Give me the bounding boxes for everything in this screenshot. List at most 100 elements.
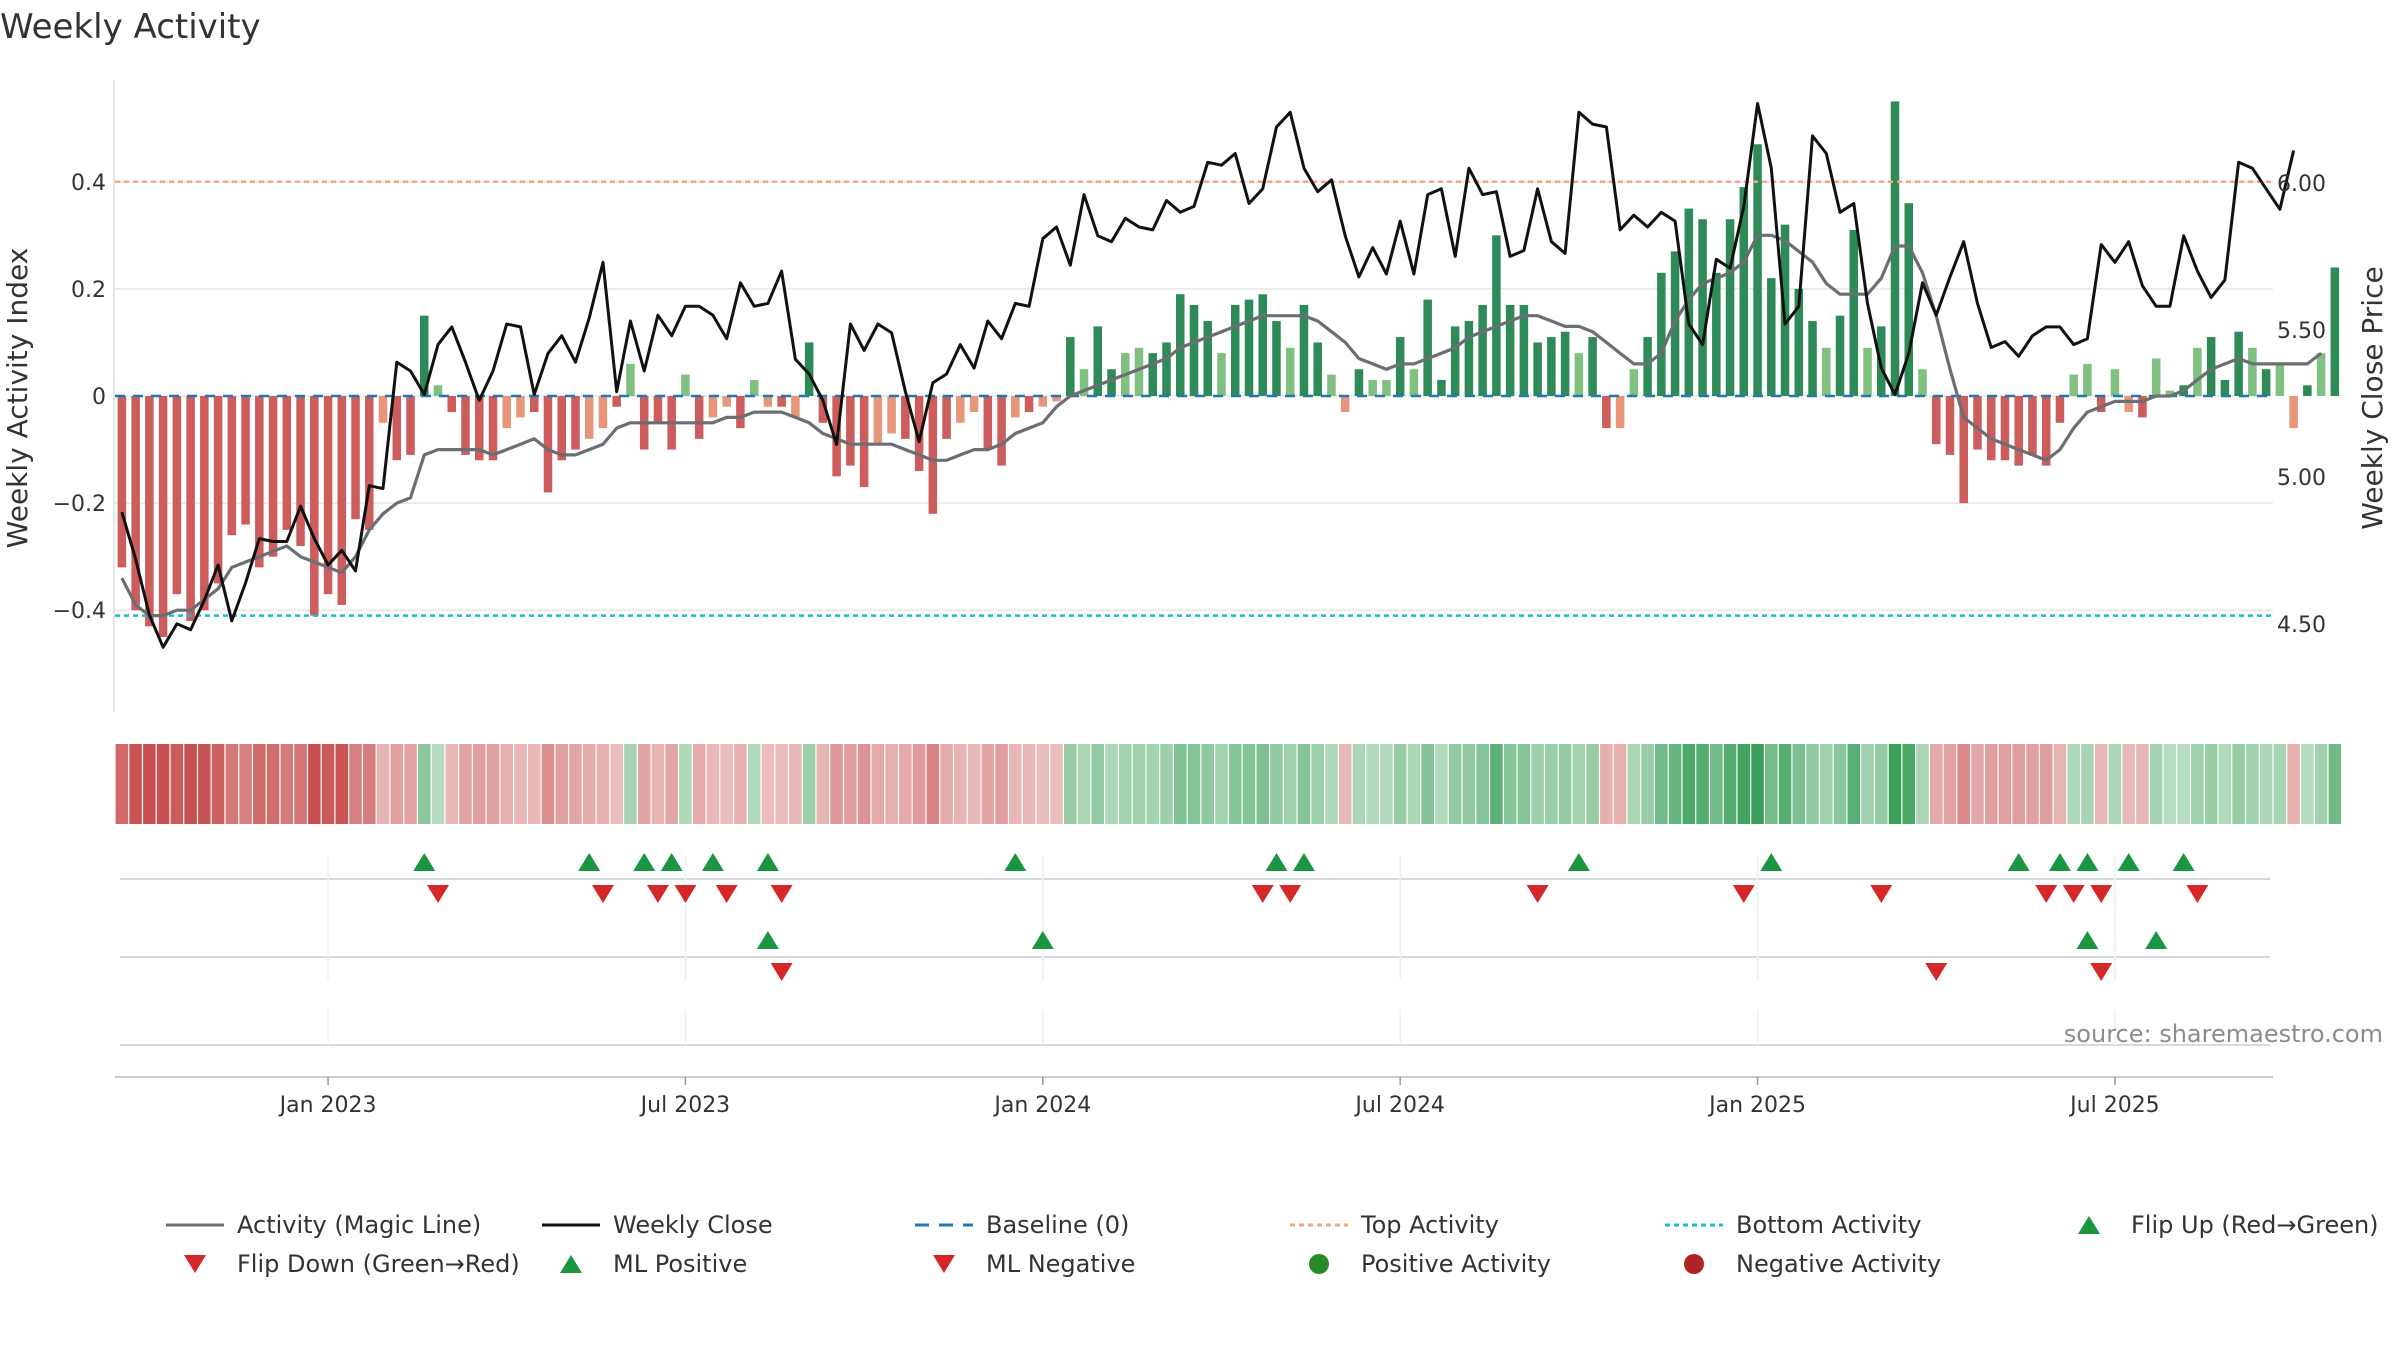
activity-bar (859, 396, 869, 488)
heat-cell (679, 744, 692, 824)
activity-bar (1464, 321, 1474, 396)
heat-cell (720, 744, 733, 824)
heat-cell (1668, 744, 1682, 824)
heat-cell (1751, 744, 1764, 824)
activity-bar (433, 385, 443, 396)
flip-down-marker (715, 885, 738, 903)
heat-cell (308, 744, 321, 824)
activity-bar (571, 396, 580, 450)
heat-cell (2246, 744, 2259, 824)
y-tick-label: 0.2 (71, 278, 106, 303)
activity-bar (2110, 369, 2120, 396)
heat-cell (1572, 744, 1586, 824)
activity-bar (777, 396, 786, 407)
heat-cell (2301, 744, 2314, 824)
heat-cell (2259, 744, 2273, 824)
heat-cell (2122, 744, 2135, 824)
heat-cell (1710, 744, 1723, 824)
heat-cell (1696, 744, 1709, 824)
heat-cell (1613, 744, 1627, 824)
heat-cell (1957, 744, 1971, 824)
activity-bar (1767, 278, 1776, 396)
activity-bar (1574, 353, 1584, 396)
heat-cell (830, 744, 843, 824)
heat-cell (500, 744, 514, 824)
legend-label: Weekly Close (613, 1211, 773, 1239)
heat-cell (527, 744, 541, 824)
heat-cell (706, 744, 720, 824)
activity-bar (1107, 369, 1116, 396)
activity-bar (708, 396, 718, 418)
flip-up-marker (660, 853, 683, 871)
activity-bar (145, 396, 154, 627)
heat-cell (1009, 744, 1022, 824)
activity-bar (1794, 288, 1804, 396)
activity-bar (1959, 396, 1968, 504)
activity-bar (1492, 235, 1501, 396)
weekly-close-line (120, 102, 2296, 649)
heat-cell (1476, 744, 1489, 824)
activity-bar (1313, 342, 1322, 396)
activity-bar (365, 396, 374, 530)
heat-cell (844, 744, 857, 824)
heat-cell (1077, 744, 1091, 824)
heat-cell (1984, 744, 1998, 824)
heat-cell (1256, 744, 1269, 824)
heat-cell (1490, 744, 1503, 824)
ml-positive-marker (2076, 931, 2099, 949)
activity-bar (956, 396, 965, 423)
activity-bar (1725, 219, 1735, 396)
heat-cell (2136, 744, 2149, 824)
flip-down-marker (1279, 885, 1302, 903)
activity-bar (983, 396, 993, 450)
activity-bar (2248, 347, 2257, 396)
heat-cell (651, 744, 665, 824)
y-tick-label: 0.4 (71, 171, 106, 196)
heat-cell (1874, 744, 1888, 824)
y-axis-label: Weekly Activity Index (1, 248, 34, 549)
activity-bar (2330, 267, 2340, 396)
heat-cell (376, 744, 390, 824)
heat-cell (857, 744, 871, 824)
heat-cell (2177, 744, 2190, 824)
legend-label: Flip Up (Red→Green) (2131, 1211, 2379, 1239)
activity-bar (584, 396, 594, 439)
activity-bar (1904, 203, 1914, 396)
flip-up-marker (2007, 853, 2030, 871)
activity-bar (502, 396, 511, 429)
activity-bar (1340, 396, 1350, 413)
activity-bar (1409, 369, 1419, 396)
activity-bar (1808, 321, 1817, 396)
legend-label: Top Activity (1360, 1211, 1499, 1239)
heat-cell (2026, 744, 2039, 824)
activity-bar (1478, 304, 1487, 396)
activity-bar (1327, 374, 1336, 396)
heat-cell (1283, 744, 1297, 824)
heat-cell (2204, 744, 2218, 824)
heat-cell (1861, 744, 1874, 824)
heat-cell (1765, 744, 1778, 824)
heat-cell (431, 744, 445, 824)
flip-up-marker (1004, 853, 1027, 871)
heat-cell (789, 744, 802, 824)
activity-bar (1258, 294, 1267, 396)
activity-bar (969, 396, 979, 413)
activity-bar (1093, 326, 1103, 396)
heat-cell (1325, 744, 1338, 824)
heat-cell (129, 744, 142, 824)
activity-bar (488, 396, 498, 461)
legend-label: Flip Down (Green→Red) (237, 1250, 520, 1278)
heat-cell (2232, 744, 2245, 824)
activity-bar (1011, 396, 1020, 418)
flip-up-marker (701, 853, 724, 871)
heat-cell (2314, 744, 2328, 824)
heat-cell (596, 744, 610, 824)
legend-label: Positive Activity (1361, 1250, 1551, 1278)
activity-bar (529, 396, 539, 413)
activity-bar (1986, 396, 1996, 461)
heat-cell (294, 744, 307, 824)
activity-bar (1230, 304, 1240, 396)
heat-cell (486, 744, 500, 824)
activity-bar (200, 396, 209, 611)
heat-cell (747, 744, 761, 824)
